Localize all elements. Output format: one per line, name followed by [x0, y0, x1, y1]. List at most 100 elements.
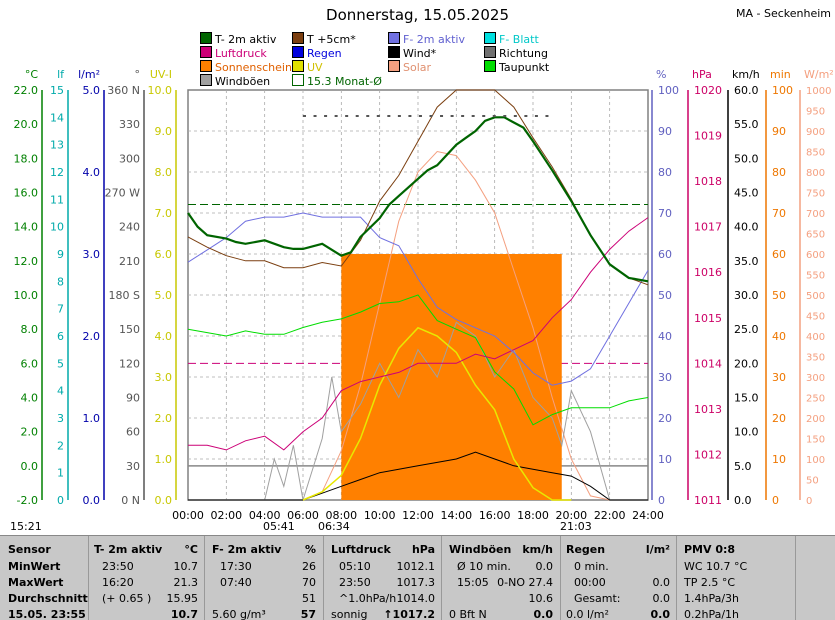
- left-axis-tick: 12: [50, 166, 64, 179]
- right-axis-tick: 1014: [694, 357, 722, 370]
- x-axis-tick: 04:00: [249, 509, 281, 522]
- right-axis-tick: 1020: [694, 84, 722, 97]
- right-axis-tick: 5.0: [734, 460, 752, 473]
- right-axis-tick: 300: [806, 373, 825, 384]
- left-axis-tick: 2.0: [21, 426, 39, 439]
- direction-mark: [303, 115, 306, 117]
- left-axis-tick: 0.0: [155, 494, 173, 507]
- legend-item: T +5cm*: [292, 32, 356, 46]
- left-axis-tick: 2.0: [155, 412, 173, 425]
- table-column-divider: [560, 536, 561, 620]
- right-axis-tick: 1012: [694, 448, 722, 461]
- left-axis-unit: °C: [25, 68, 39, 81]
- left-axis-tick: 150: [119, 323, 140, 336]
- direction-mark: [355, 115, 359, 117]
- table-cell: sonnig: [331, 608, 368, 620]
- x-axis-tick: 06:00: [287, 509, 319, 522]
- direction-mark: [482, 115, 486, 117]
- legend-swatch: [388, 60, 400, 72]
- left-axis-tick: 5.0: [155, 289, 173, 302]
- right-axis-tick: 1016: [694, 266, 722, 279]
- direction-mark: [534, 115, 538, 117]
- right-axis-tick: 70: [772, 207, 786, 220]
- right-axis-tick: 20: [658, 412, 672, 425]
- right-axis-tick: 650: [806, 230, 825, 241]
- page-title: Donnerstag, 15.05.2025: [326, 6, 509, 24]
- legend-label: Windböen: [215, 75, 271, 88]
- table-header: Regen: [566, 543, 606, 556]
- direction-mark: [313, 115, 317, 117]
- left-axis-tick: 5: [57, 357, 64, 370]
- direction-mark: [376, 115, 380, 117]
- left-axis-tick: 240: [119, 221, 140, 234]
- legend-label: Luftdruck: [215, 47, 267, 60]
- series-line: [188, 321, 648, 501]
- table-cell: 00:00: [574, 576, 606, 589]
- left-axis-tick: 4.0: [155, 330, 173, 343]
- table-header: Windböen: [449, 543, 512, 556]
- table-row-label: Durchschnitt: [8, 592, 88, 605]
- table-header: Sensor: [8, 543, 51, 556]
- left-axis-tick: 330: [119, 118, 140, 131]
- left-axis-tick: 9: [57, 248, 64, 261]
- table-cell: Ø 10 min.: [457, 560, 511, 573]
- table-value: 1017.3: [396, 576, 436, 589]
- x-axis-tick: 20:00: [555, 509, 587, 522]
- series-line: [188, 217, 649, 451]
- left-axis-tick: 1.0: [155, 453, 173, 466]
- right-axis-tick: 0: [772, 494, 779, 507]
- table-value: 0.0: [535, 560, 554, 573]
- left-axis-tick: 1: [57, 467, 64, 480]
- right-axis-tick: 700: [806, 209, 825, 220]
- legend-label: T- 2m aktiv: [215, 33, 277, 46]
- right-axis-tick: 1017: [694, 221, 722, 234]
- left-axis-tick: 30: [126, 460, 140, 473]
- left-axis-tick: 4.0: [83, 166, 101, 179]
- x-axis-tick: 18:00: [517, 509, 549, 522]
- table-column-divider: [676, 536, 677, 620]
- x-axis-tick: 12:00: [402, 509, 434, 522]
- legend-swatch: [200, 60, 212, 72]
- left-axis-tick: 0 N: [121, 494, 140, 507]
- table-value: 21.3: [173, 576, 199, 589]
- table-column-divider: [88, 536, 89, 620]
- left-axis-tick: 9.0: [155, 125, 173, 138]
- left-axis-tick: 14: [50, 111, 64, 124]
- table-value: 1014.0: [396, 592, 436, 605]
- right-axis-tick: 50: [772, 289, 786, 302]
- left-axis-tick: 0: [57, 494, 64, 507]
- legend-item: Wind*: [388, 46, 436, 60]
- legend-label: Taupunkt: [499, 61, 550, 74]
- table-row-label: 15.05. 23:55: [8, 608, 86, 620]
- right-axis-tick: 0: [658, 494, 665, 507]
- right-axis-tick: 800: [806, 168, 825, 179]
- table-column-divider: [795, 536, 796, 620]
- table-value: 10.6: [528, 592, 554, 605]
- table-value: 1012.1: [396, 560, 436, 573]
- table-unit: km/h: [522, 543, 553, 556]
- table-value: 0.0: [650, 608, 671, 620]
- direction-mark: [524, 115, 528, 117]
- table-value: 10.7: [170, 608, 198, 620]
- left-axis-tick: 60: [126, 426, 140, 439]
- legend-swatch: [388, 32, 400, 44]
- right-axis-tick: 35.0: [734, 255, 759, 268]
- legend-swatch: [200, 32, 212, 44]
- table-value: 0.0: [533, 608, 554, 620]
- left-axis-tick: 300: [119, 152, 140, 165]
- direction-mark: [324, 115, 328, 117]
- left-axis-tick: 6: [57, 330, 64, 343]
- right-axis-tick: 850: [806, 148, 825, 159]
- x-axis-tick: 22:00: [594, 509, 626, 522]
- left-axis-unit: °: [135, 68, 141, 81]
- left-axis-tick: 90: [126, 392, 140, 405]
- direction-mark: [408, 115, 412, 117]
- legend-item: F- Blatt: [484, 32, 539, 46]
- x-axis-tick: 02:00: [210, 509, 242, 522]
- series-line: [187, 294, 649, 426]
- legend-swatch: [388, 46, 400, 58]
- direction-mark: [503, 115, 507, 117]
- left-axis-tick: 16.0: [14, 187, 39, 200]
- left-axis-tick: 6.0: [155, 248, 173, 261]
